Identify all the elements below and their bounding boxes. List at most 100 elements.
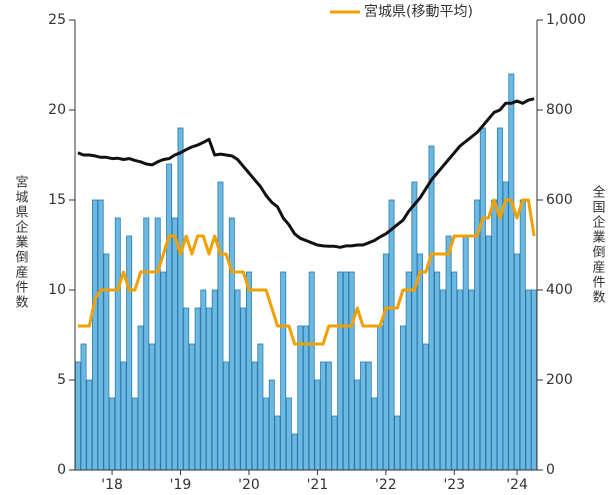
bar — [86, 379, 93, 471]
bar — [245, 271, 252, 471]
bar — [417, 253, 424, 471]
bar — [228, 217, 235, 471]
bar — [131, 397, 138, 471]
bar — [348, 271, 355, 471]
x-tick-label: '21 — [307, 477, 329, 493]
bar — [251, 361, 258, 471]
bar — [285, 397, 292, 471]
bar — [308, 271, 315, 471]
bar — [74, 361, 81, 471]
bar — [496, 127, 503, 471]
line — [77, 198, 536, 346]
bar — [234, 289, 241, 471]
bar — [240, 307, 247, 471]
bar — [331, 415, 338, 471]
bar — [508, 73, 515, 471]
y-tick-label: 5 — [57, 372, 66, 388]
bar — [502, 181, 509, 471]
x-tick-label: '18 — [101, 477, 123, 493]
bar — [97, 199, 104, 471]
bar — [485, 235, 492, 471]
y-tick-label: 0 — [57, 462, 66, 478]
y2-tick-label: 1,000 — [546, 12, 586, 28]
bar — [325, 361, 332, 471]
bar — [405, 271, 412, 471]
bar — [297, 325, 304, 471]
bar — [428, 145, 435, 471]
x-tick-label: '22 — [375, 477, 397, 493]
bar — [388, 199, 395, 471]
bar — [303, 325, 309, 471]
x-tick-label: '23 — [443, 477, 465, 493]
bar — [457, 289, 463, 471]
y2-tick-label: 400 — [546, 282, 573, 298]
bar — [120, 361, 127, 471]
y-tick-label: 20 — [48, 102, 66, 118]
bar — [342, 271, 349, 471]
bar — [451, 271, 458, 471]
bar — [422, 343, 429, 471]
bar — [519, 199, 526, 471]
bar — [382, 253, 389, 471]
y-tick-label: 25 — [48, 12, 66, 28]
bar — [177, 127, 184, 471]
bar — [211, 289, 218, 471]
y-tick-label: 10 — [48, 282, 66, 298]
bar — [320, 361, 327, 471]
bar — [468, 289, 475, 471]
bar — [365, 361, 372, 471]
bar — [474, 199, 481, 471]
x-tick-label: '20 — [238, 477, 260, 493]
y2-tick-label: 800 — [546, 102, 573, 118]
bar — [354, 379, 361, 471]
bar — [137, 325, 144, 471]
bar — [280, 271, 287, 471]
bar — [80, 343, 87, 471]
y-axis-title: 宮城県企業倒産件数 — [13, 174, 29, 310]
y-tick-label: 15 — [48, 192, 66, 208]
line — [77, 97, 535, 249]
x-tick-label: '19 — [170, 477, 192, 493]
bar — [114, 217, 121, 471]
bar — [525, 289, 532, 471]
bar — [411, 181, 418, 471]
bar — [126, 235, 133, 471]
bar — [531, 289, 538, 471]
bar — [103, 253, 110, 471]
bar — [200, 289, 207, 471]
y2-axis-title: 全国企業倒産件数 — [590, 184, 606, 305]
bar — [360, 361, 367, 471]
bar — [109, 397, 116, 471]
bar — [160, 271, 167, 471]
bar — [183, 307, 190, 471]
bar — [337, 271, 344, 471]
x-tick-label: '24 — [506, 477, 528, 493]
bar — [263, 397, 270, 471]
bar — [491, 199, 498, 471]
bar — [514, 253, 521, 471]
y2-tick-label: 600 — [546, 192, 573, 208]
bar — [154, 217, 161, 471]
bar — [194, 307, 201, 471]
bar — [445, 235, 452, 471]
bar — [439, 289, 446, 471]
bar — [166, 163, 173, 471]
bar — [188, 343, 195, 471]
y2-tick-label: 0 — [546, 462, 555, 478]
bar — [291, 433, 298, 471]
bar — [217, 181, 224, 471]
bar — [314, 379, 321, 471]
bar — [143, 217, 150, 471]
bar — [394, 415, 401, 471]
bar — [223, 361, 230, 471]
bar — [479, 127, 486, 471]
bar — [257, 343, 264, 471]
bar — [371, 397, 378, 471]
bar — [149, 343, 155, 471]
bar — [91, 199, 98, 471]
bar — [462, 235, 469, 471]
bar — [377, 325, 384, 471]
legend-label: 宮城県(移動平均) — [364, 4, 473, 20]
bar — [268, 379, 275, 471]
